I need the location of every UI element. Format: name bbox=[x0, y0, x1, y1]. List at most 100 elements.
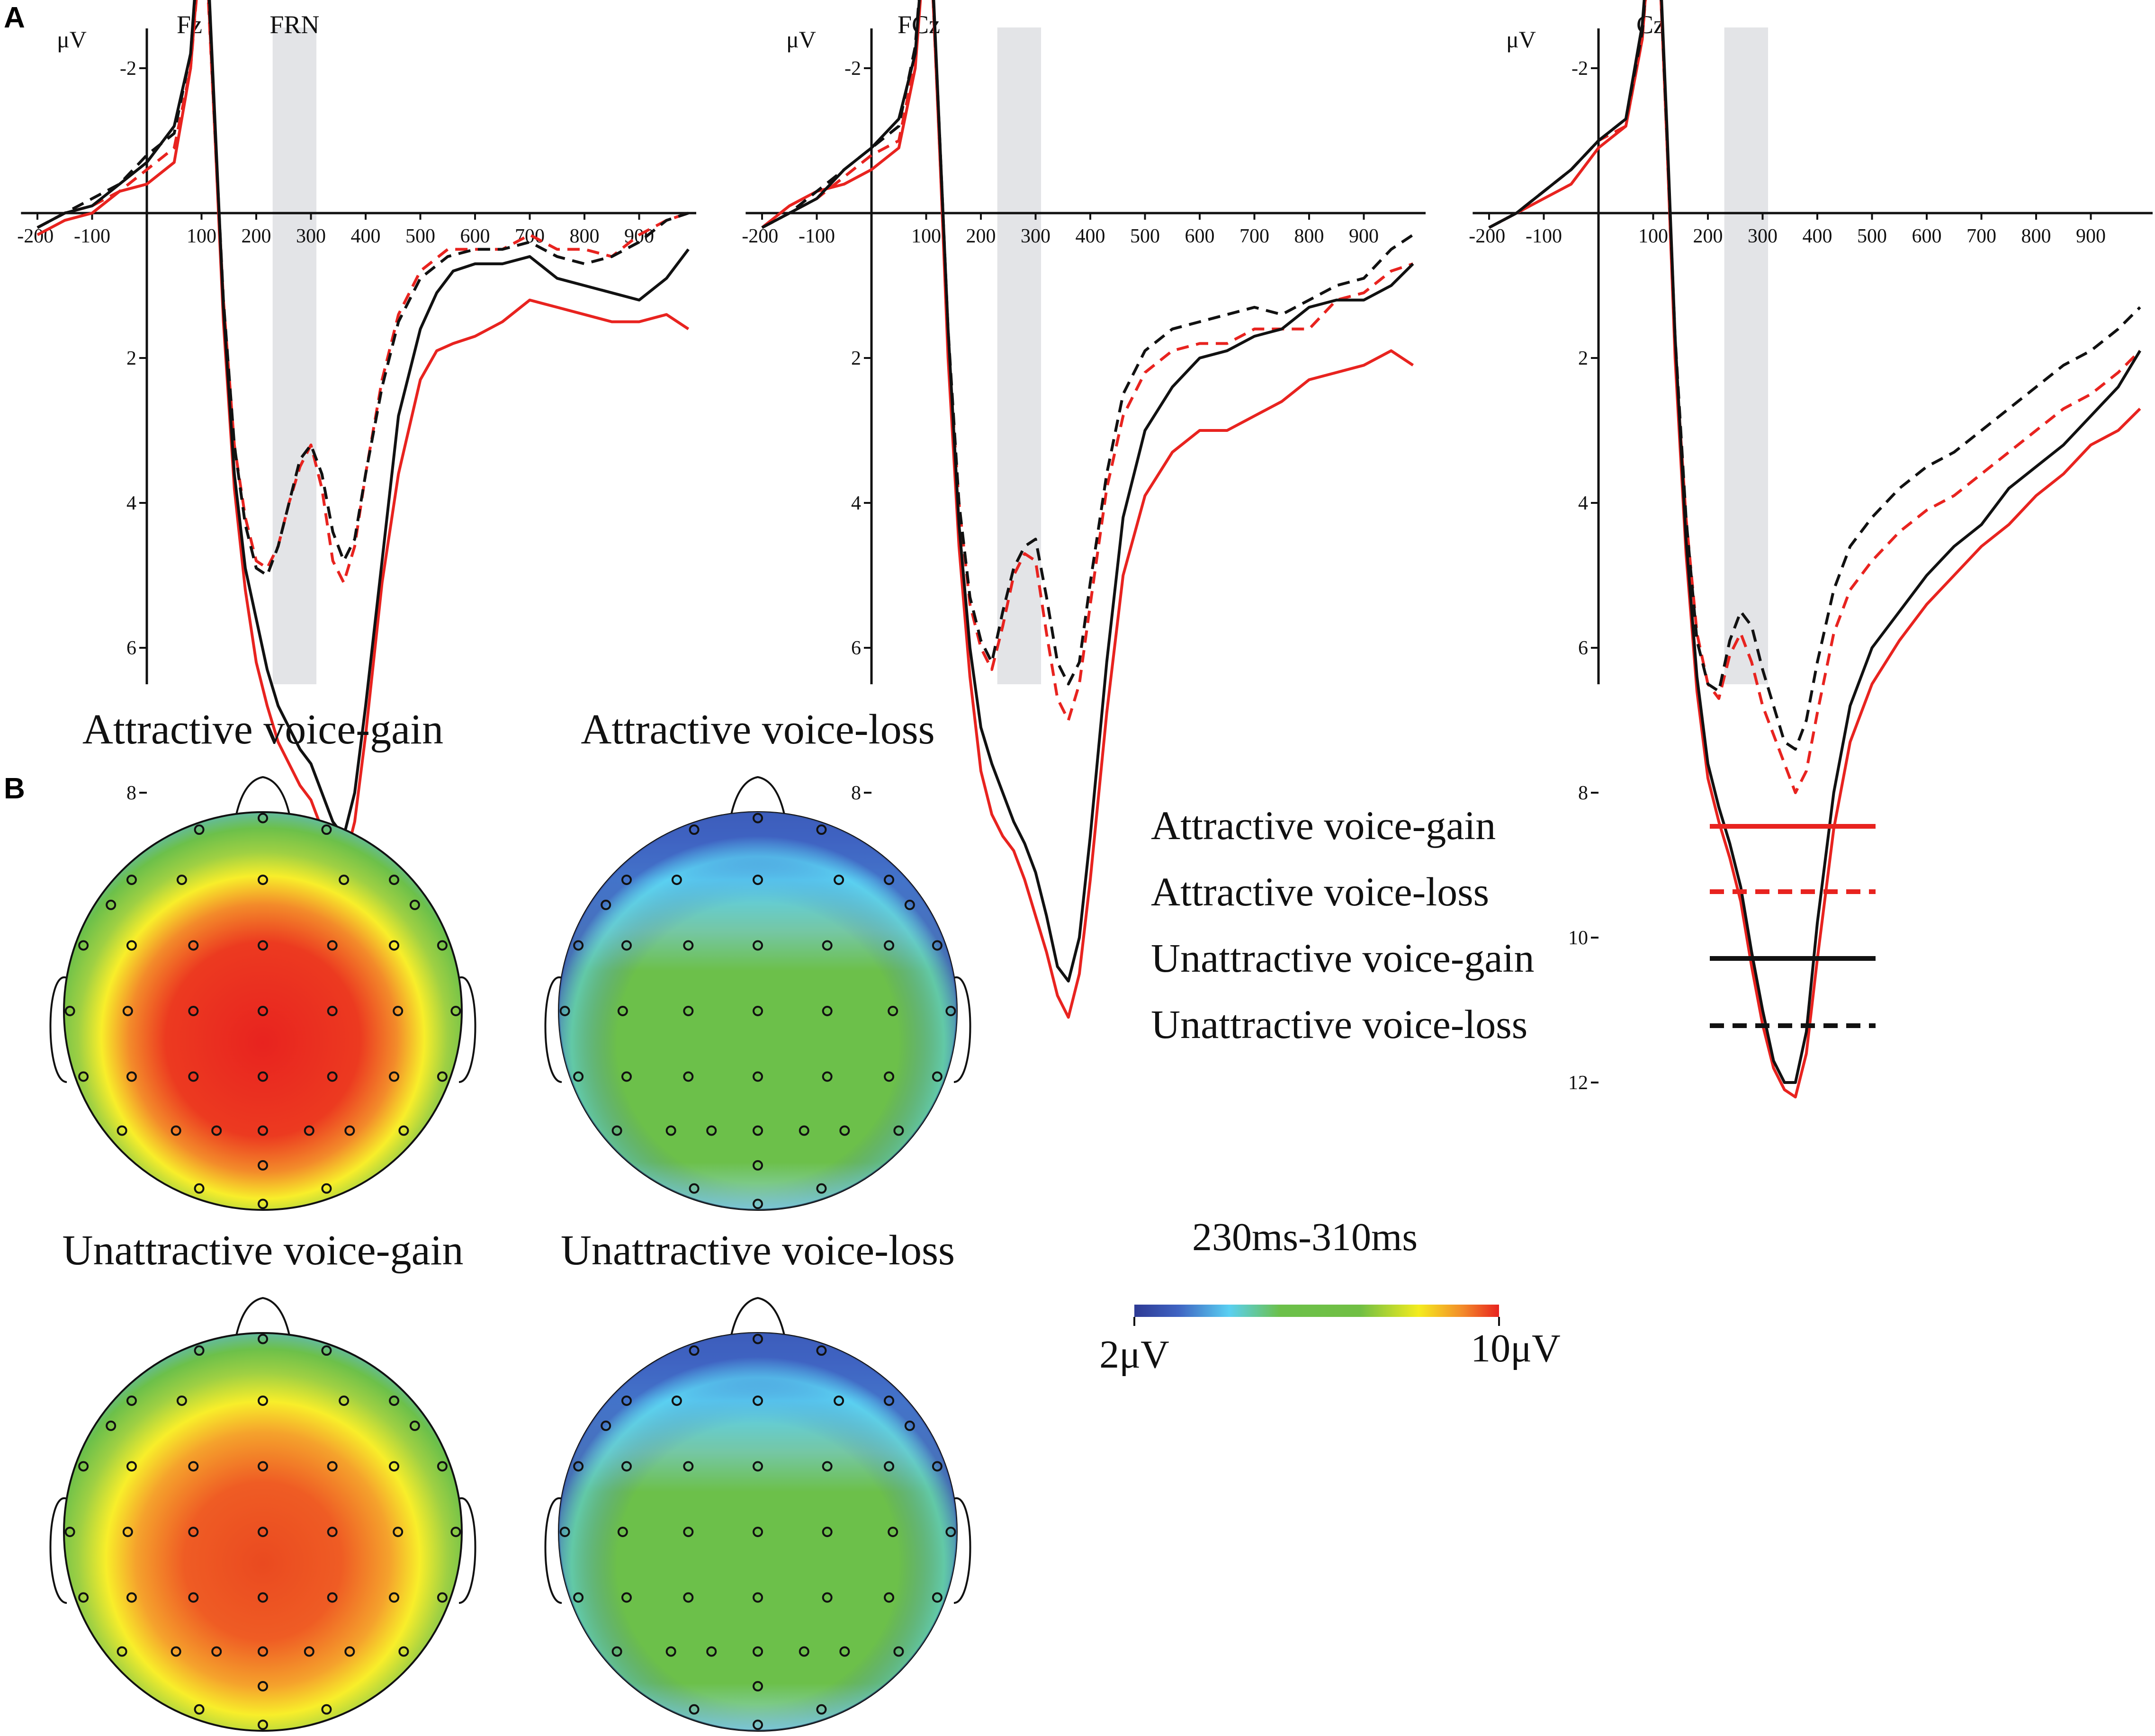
x-tick-label: 600 bbox=[460, 225, 490, 247]
y-tick-label: 8 bbox=[126, 782, 136, 804]
electrode-marker bbox=[753, 813, 763, 823]
electrode-marker bbox=[327, 1006, 338, 1016]
electrode-marker bbox=[888, 1527, 898, 1537]
electrode-marker bbox=[822, 1071, 833, 1082]
electrode-marker bbox=[194, 1183, 205, 1194]
electrode-marker bbox=[884, 940, 895, 951]
series-line bbox=[36, 0, 690, 838]
y-unit-label: μV bbox=[1506, 26, 1536, 53]
topomap-title: Unattractive voice-loss bbox=[561, 1227, 955, 1274]
electrode-marker bbox=[665, 1125, 676, 1136]
electrode-marker bbox=[753, 1199, 763, 1209]
electrode-marker bbox=[122, 1527, 133, 1537]
nose bbox=[729, 776, 786, 819]
electrode-marker bbox=[893, 1646, 904, 1657]
series-line bbox=[761, 0, 1414, 686]
electrode-marker bbox=[327, 1461, 338, 1472]
x-tick-label: 200 bbox=[966, 225, 996, 247]
electrode-marker bbox=[188, 940, 199, 951]
electrode-marker bbox=[706, 1125, 717, 1136]
x-tick-label: 700 bbox=[1966, 225, 1996, 247]
electrode-marker bbox=[683, 1461, 694, 1472]
electrode-marker bbox=[753, 940, 763, 951]
electrode-marker bbox=[822, 1006, 833, 1016]
electrode-marker bbox=[945, 1527, 956, 1537]
panel-label-a: A bbox=[4, 1, 25, 34]
series-line bbox=[1488, 0, 2141, 751]
electrode-marker bbox=[409, 899, 420, 910]
x-tick-label: 200 bbox=[1693, 225, 1723, 247]
electrode-marker bbox=[893, 1125, 904, 1136]
electrode-marker bbox=[753, 1160, 763, 1171]
electrode-marker bbox=[683, 940, 694, 951]
series-line bbox=[1488, 0, 2141, 794]
electrode-marker bbox=[321, 1183, 332, 1194]
component-label: FRN bbox=[269, 10, 319, 39]
electrode-marker bbox=[753, 1125, 763, 1136]
electrode-marker bbox=[389, 1592, 400, 1603]
electrode-marker bbox=[573, 1071, 584, 1082]
electrode-marker bbox=[753, 1646, 763, 1657]
y-tick-label: 4 bbox=[851, 492, 861, 514]
electrode-marker bbox=[884, 1592, 895, 1603]
x-tick-label: 500 bbox=[1857, 225, 1887, 247]
electrode-marker bbox=[194, 824, 205, 835]
electrode-marker bbox=[126, 1071, 137, 1082]
electrode-marker bbox=[327, 1071, 338, 1082]
electrode-marker bbox=[601, 1420, 611, 1431]
frn-window bbox=[997, 27, 1042, 684]
left-ear bbox=[49, 976, 67, 1083]
x-tick-label: 600 bbox=[1912, 225, 1942, 247]
nose bbox=[234, 1297, 291, 1340]
electrode-marker bbox=[437, 1592, 448, 1603]
electrode-marker bbox=[683, 1006, 694, 1016]
x-tick-label: -200 bbox=[1469, 225, 1505, 247]
electrode-marker bbox=[822, 1461, 833, 1472]
electrode-marker bbox=[621, 940, 632, 951]
electrode-marker bbox=[611, 1646, 622, 1657]
electrode-marker bbox=[816, 1704, 827, 1715]
electrode-marker bbox=[117, 1646, 127, 1657]
x-tick-label: 500 bbox=[405, 225, 435, 247]
electrode-marker bbox=[437, 1461, 448, 1472]
legend-label: Attractive voice-gain bbox=[1151, 803, 1496, 848]
series-line bbox=[761, 0, 1414, 1019]
electrode-marker bbox=[799, 1125, 809, 1136]
electrode-marker bbox=[321, 824, 332, 835]
legend-item: Attractive voice-gain bbox=[1151, 803, 1876, 848]
electrode-marker bbox=[573, 1592, 584, 1603]
electrode-marker bbox=[389, 940, 400, 951]
electrode-marker bbox=[126, 1395, 137, 1406]
electrode-marker bbox=[753, 1071, 763, 1082]
electrode-marker bbox=[389, 1395, 400, 1406]
x-tick-label: 400 bbox=[1803, 225, 1832, 247]
electrode-marker bbox=[753, 1333, 763, 1344]
x-tick-label: 600 bbox=[1185, 225, 1215, 247]
series-line bbox=[36, 0, 689, 584]
electrode-marker bbox=[122, 1006, 133, 1016]
x-tick-label: 300 bbox=[1021, 225, 1051, 247]
electrode-marker bbox=[822, 1527, 833, 1537]
panel-label-b: B bbox=[4, 772, 25, 805]
electrode-marker bbox=[753, 1592, 763, 1603]
electrode-marker bbox=[559, 1006, 570, 1016]
electrode-marker bbox=[78, 940, 89, 951]
topomap: Unattractive voice-gain bbox=[49, 1227, 476, 1732]
electrode-marker bbox=[888, 1006, 898, 1016]
electrode-marker bbox=[611, 1125, 622, 1136]
x-tick-label: 800 bbox=[2021, 225, 2051, 247]
electrode-marker bbox=[393, 1527, 404, 1537]
topomap: Unattractive voice-loss bbox=[544, 1227, 971, 1732]
scalp-map bbox=[63, 811, 463, 1211]
electrode-marker bbox=[126, 1592, 137, 1603]
series-line bbox=[36, 0, 689, 577]
electrode-marker bbox=[753, 1719, 763, 1730]
electrode-marker bbox=[171, 1646, 181, 1657]
right-ear bbox=[458, 1497, 476, 1604]
erp-plots: -4-224681012-200-10010020030040050060070… bbox=[17, 0, 2153, 1099]
electrode-marker bbox=[258, 940, 268, 951]
electrode-marker bbox=[665, 1646, 676, 1657]
electrode-marker bbox=[409, 1420, 420, 1431]
electrode-marker bbox=[389, 1071, 400, 1082]
